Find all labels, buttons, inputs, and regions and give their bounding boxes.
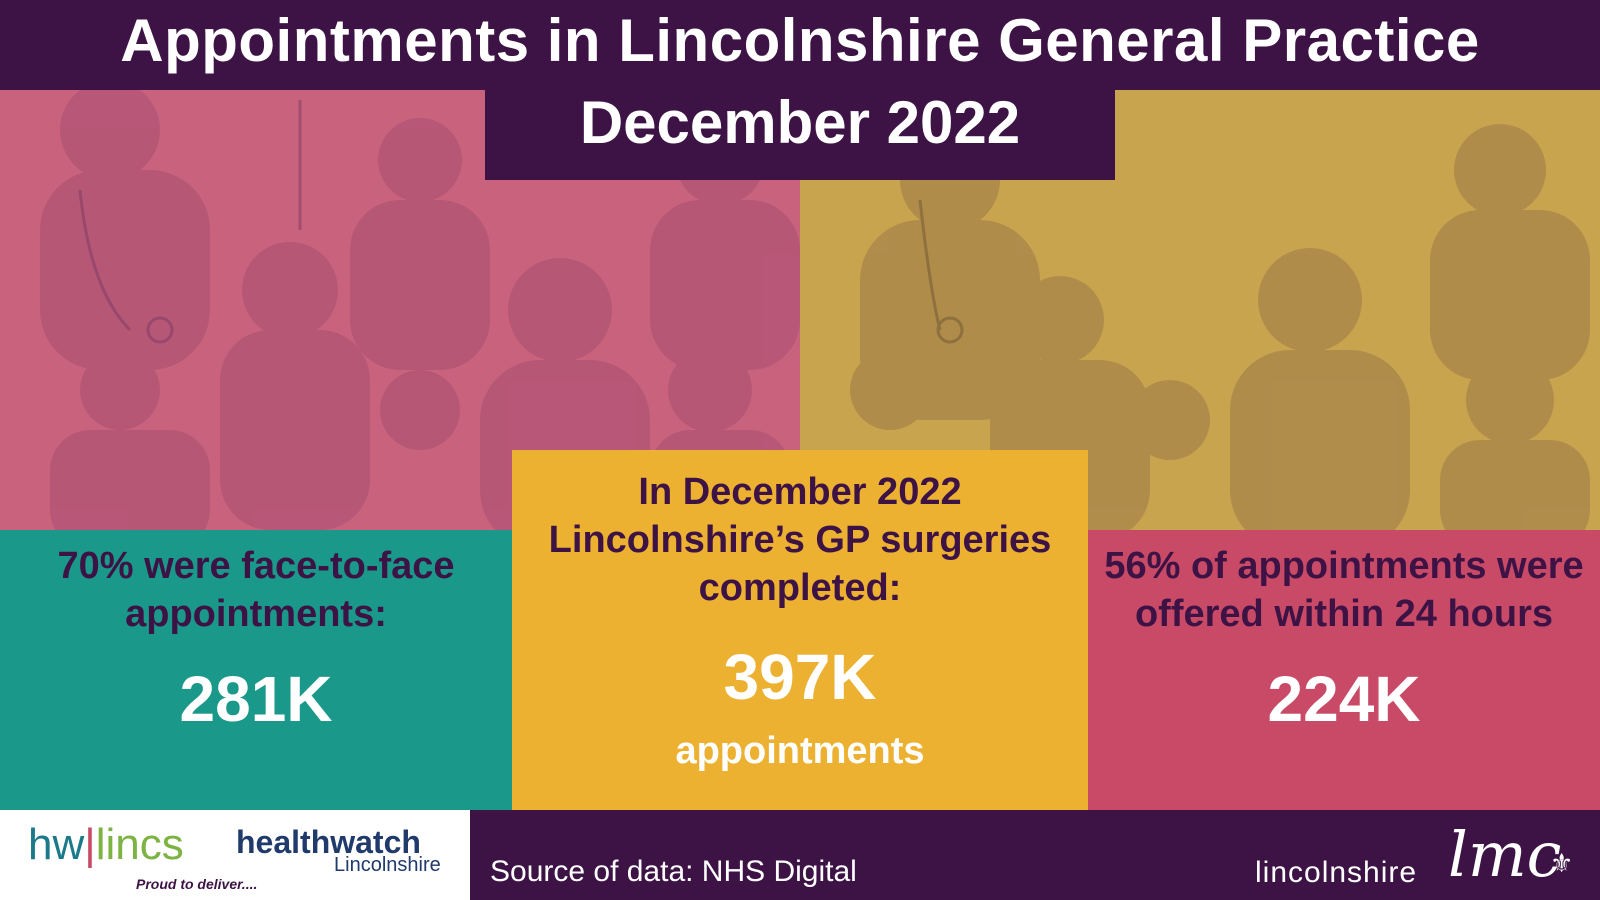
hw-lincs-tagline: Proud to deliver.... bbox=[136, 876, 258, 892]
face-to-face-value: 281K bbox=[179, 663, 333, 735]
total-appointments-description: In December 2022 Lincolnshire’s GP surge… bbox=[548, 471, 1052, 609]
total-appointments-panel: In December 2022 Lincolnshire’s GP surge… bbox=[512, 450, 1088, 810]
partner-logos-area bbox=[0, 810, 470, 900]
within-24-hours-value: 224K bbox=[1267, 663, 1421, 735]
title-bar bbox=[0, 0, 1600, 90]
healthwatch-logo: healthwatch bbox=[236, 824, 421, 860]
lmc-logo-mark: lmc bbox=[1448, 818, 1562, 891]
total-appointments-value: 397K bbox=[723, 641, 877, 713]
data-source: Source of data: NHS Digital bbox=[490, 855, 857, 888]
within-24-hours-panel: 56% of appointments were offered within … bbox=[1088, 530, 1600, 810]
hw-logo-left: hw bbox=[28, 820, 85, 869]
hw-logo-right: lincs bbox=[95, 820, 184, 869]
hw-logo-divider: | bbox=[84, 820, 96, 869]
page-subtitle: December 2022 bbox=[579, 89, 1021, 156]
subtitle-banner bbox=[485, 90, 1115, 180]
face-to-face-description: 70% were face-to-face appointments: bbox=[57, 545, 455, 635]
hw-lincs-logo: hw|lincs bbox=[28, 820, 184, 870]
face-to-face-panel: 70% were face-to-face appointments: 281K bbox=[0, 530, 512, 810]
page-title: Appointments in Lincolnshire General Pra… bbox=[120, 7, 1480, 74]
fleur-de-lis-icon: ⚜ bbox=[1550, 848, 1574, 878]
lincolnshire-lmc-label: lincolnshire bbox=[1255, 856, 1418, 889]
within-24-hours-description: 56% of appointments were offered within … bbox=[1104, 545, 1584, 635]
healthwatch-region: Lincolnshire bbox=[334, 854, 441, 876]
total-appointments-unit: appointments bbox=[675, 730, 925, 772]
